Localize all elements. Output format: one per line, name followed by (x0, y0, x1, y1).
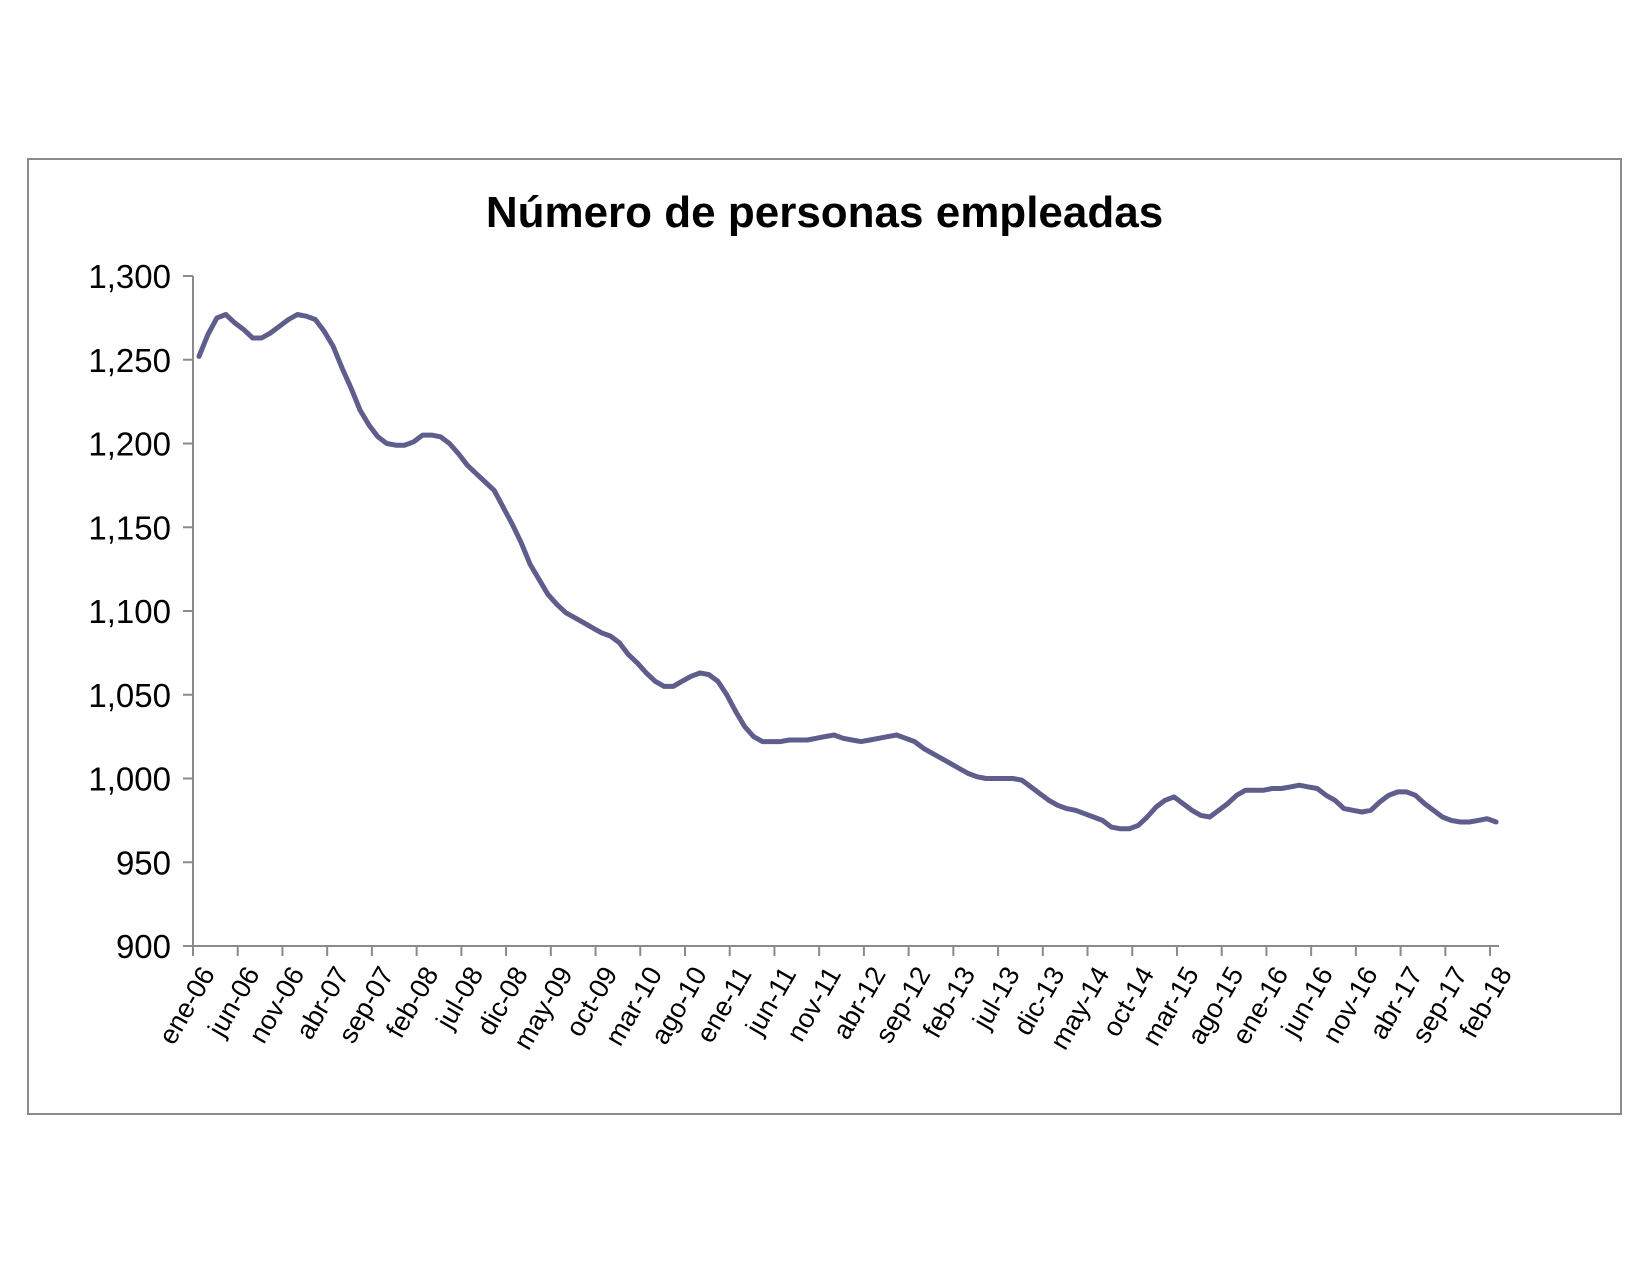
x-axis-ticks: ene-06jun-06nov-06abr-07sep-07feb-08jul-… (153, 946, 1518, 1055)
chart-frame: Número de personas empleadas 900 950 1,000… (27, 158, 1622, 1115)
y-tick-label: 1,150 (88, 509, 171, 546)
y-tick-label: 1,100 (88, 593, 171, 630)
y-tick-label: 1,200 (88, 426, 171, 463)
y-axis-ticks: 900 950 1,000 1,050 1,100 1,150 1,200 1,250 1,30… (88, 258, 193, 965)
line-chart: 900 950 1,000 1,050 1,100 1,150 1,200 1,250 1,30… (88, 258, 1518, 1055)
y-tick-label: 1,300 (88, 258, 171, 295)
y-tick-label: 1,250 (88, 342, 171, 379)
chart-title: Número de personas empleadas (485, 188, 1164, 237)
y-tick-label: 1,000 (88, 761, 171, 798)
y-tick-label: 900 (116, 928, 171, 965)
x-tick-label: ene-06 (153, 962, 221, 1050)
series-line (196, 312, 1499, 832)
y-tick-label: 1,050 (88, 677, 171, 714)
y-tick-label: 950 (116, 844, 171, 881)
